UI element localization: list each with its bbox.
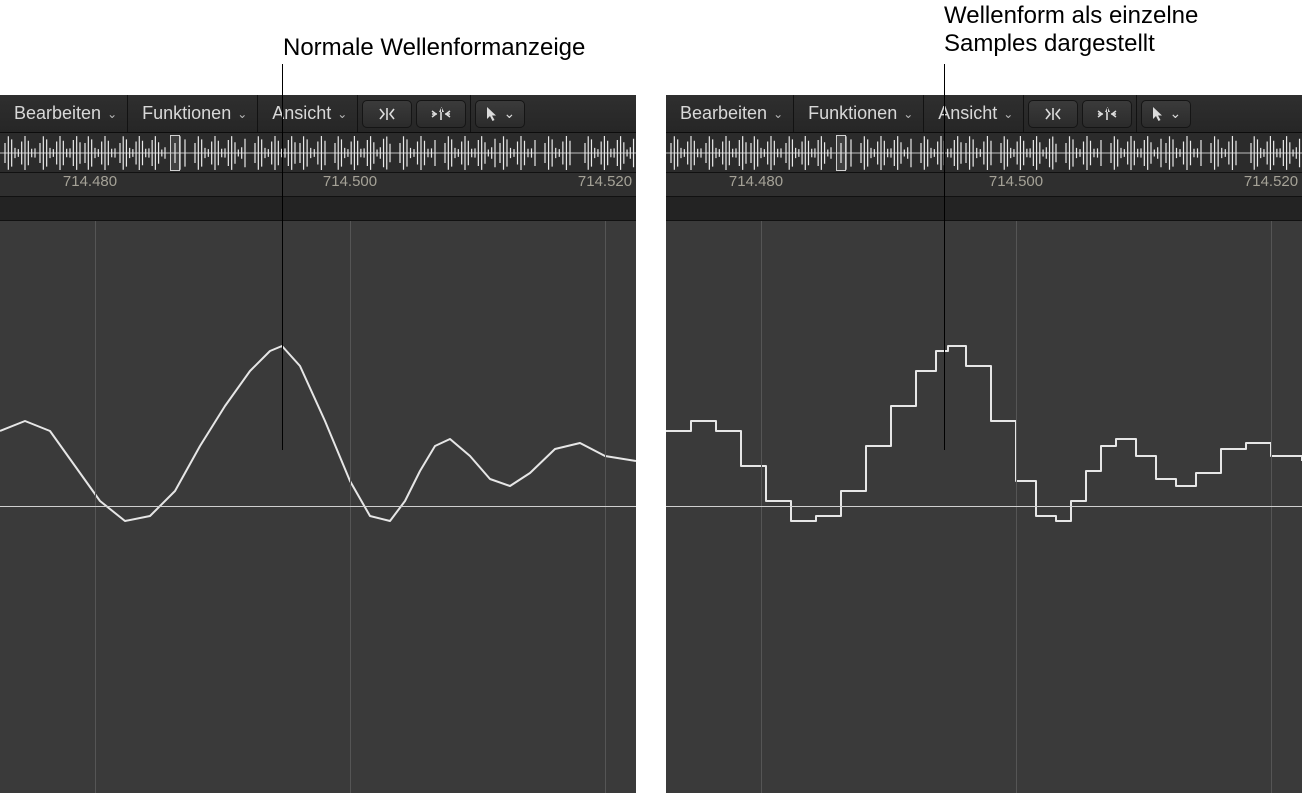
chevron-down-icon: ⌄ [1169,105,1181,122]
grid-line [605,221,606,793]
chevron-down-icon: ⌄ [337,107,347,121]
ruler-tick: 714.480 [63,173,117,197]
view-menu-label: Ansicht [938,103,997,124]
waveform-area-stepped[interactable] [666,221,1302,793]
callout-right-label: Wellenform als einzelne Samples dargeste… [944,2,1198,58]
overview-waveform [666,133,1302,173]
edit-menu-label: Bearbeiten [680,103,767,124]
edit-menu[interactable]: Bearbeiten ⌄ [0,95,128,132]
track-header [666,197,1302,221]
view-menu[interactable]: Ansicht ⌄ [258,95,358,132]
chevron-down-icon: ⌄ [903,107,913,121]
overview-strip[interactable] [0,133,636,173]
chevron-down-icon: ⌄ [107,107,117,121]
grid-line [95,221,96,793]
audio-editor-panel-stepped: Bearbeiten ⌄ Funktionen ⌄ Ansicht ⌄ [666,95,1302,793]
grid-line [761,221,762,793]
functions-menu-label: Funktionen [142,103,231,124]
trim-icon [428,106,454,122]
grid-line [1271,221,1272,793]
functions-menu-label: Funktionen [808,103,897,124]
functions-menu[interactable]: Funktionen ⌄ [794,95,924,132]
ruler-tick: 714.480 [729,173,783,197]
trim-tool-button[interactable] [1082,100,1132,128]
callout-right-line1: Wellenform als einzelne [944,2,1198,29]
pointer-tool-group: ⌄ [1137,95,1195,132]
audio-editor-panel-smooth: Bearbeiten ⌄ Funktionen ⌄ Ansicht ⌄ [0,95,636,793]
playhead-tool-button[interactable] [1028,100,1078,128]
panels-row: Bearbeiten ⌄ Funktionen ⌄ Ansicht ⌄ [0,95,1303,793]
zero-line [0,506,636,507]
playhead-icon [1040,106,1066,122]
pointer-icon [1151,106,1165,122]
grid-line [350,221,351,793]
edit-menu-label: Bearbeiten [14,103,101,124]
functions-menu[interactable]: Funktionen ⌄ [128,95,258,132]
overview-waveform [0,133,636,173]
pointer-icon [485,106,499,122]
callout-right-line2: Samples dargestellt [944,30,1155,57]
view-menu-label: Ansicht [272,103,331,124]
callouts-layer: Normale Wellenformanzeige Wellenform als… [0,0,1303,95]
ruler-tick: 714.500 [989,173,1043,197]
view-menu[interactable]: Ansicht ⌄ [924,95,1024,132]
pointer-tool-group: ⌄ [471,95,529,132]
pointer-tool-button[interactable]: ⌄ [475,100,525,128]
overview-strip[interactable] [666,133,1302,173]
chevron-down-icon: ⌄ [237,107,247,121]
overview-viewport[interactable] [836,135,846,171]
callout-left-label: Normale Wellenformanzeige [283,34,585,62]
playhead-tool-button[interactable] [362,100,412,128]
time-ruler[interactable]: 714.480 714.500 714.520 [666,173,1302,197]
toolbar: Bearbeiten ⌄ Funktionen ⌄ Ansicht ⌄ [0,95,636,133]
chevron-down-icon: ⌄ [503,105,515,122]
waveform-area-smooth[interactable] [0,221,636,793]
time-ruler[interactable]: 714.480 714.500 714.520 [0,173,636,197]
ruler-tick: 714.500 [323,173,377,197]
zero-line [666,506,1302,507]
chevron-down-icon: ⌄ [773,107,783,121]
tool-group [358,95,471,132]
ruler-tick: 714.520 [1244,173,1298,197]
playhead-icon [374,106,400,122]
ruler-tick: 714.520 [578,173,632,197]
tool-group [1024,95,1137,132]
trim-icon [1094,106,1120,122]
grid-line [1016,221,1017,793]
chevron-down-icon: ⌄ [1003,107,1013,121]
trim-tool-button[interactable] [416,100,466,128]
edit-menu[interactable]: Bearbeiten ⌄ [666,95,794,132]
track-header [0,197,636,221]
toolbar: Bearbeiten ⌄ Funktionen ⌄ Ansicht ⌄ [666,95,1302,133]
pointer-tool-button[interactable]: ⌄ [1141,100,1191,128]
overview-viewport[interactable] [170,135,180,171]
